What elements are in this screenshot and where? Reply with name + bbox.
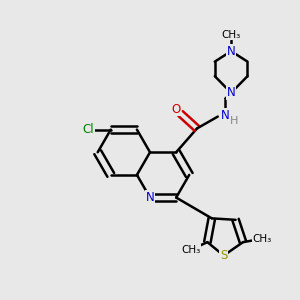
- Text: O: O: [172, 103, 181, 116]
- Text: CH₃: CH₃: [182, 244, 201, 255]
- Text: CH₃: CH₃: [252, 234, 272, 244]
- Text: CH₃: CH₃: [221, 30, 241, 40]
- Text: H: H: [230, 116, 238, 126]
- Text: N: N: [227, 86, 236, 99]
- Text: Cl: Cl: [83, 123, 94, 136]
- Text: N: N: [146, 191, 154, 204]
- Text: N: N: [221, 109, 230, 122]
- Text: S: S: [220, 249, 227, 262]
- Text: N: N: [227, 45, 236, 58]
